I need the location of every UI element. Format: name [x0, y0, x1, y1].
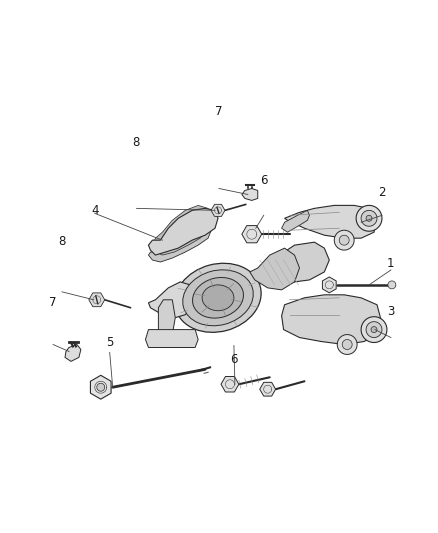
Ellipse shape	[183, 270, 253, 326]
Polygon shape	[388, 281, 396, 289]
Polygon shape	[242, 189, 258, 200]
Polygon shape	[334, 230, 354, 250]
Polygon shape	[282, 211, 309, 232]
Text: 1: 1	[387, 257, 395, 270]
Text: 6: 6	[230, 353, 238, 366]
Polygon shape	[65, 344, 81, 361]
Polygon shape	[90, 375, 111, 399]
Text: 2: 2	[378, 186, 386, 199]
Polygon shape	[339, 235, 349, 245]
Polygon shape	[159, 300, 175, 337]
Text: 8: 8	[133, 135, 140, 149]
Polygon shape	[361, 317, 387, 343]
Polygon shape	[145, 329, 198, 348]
Ellipse shape	[193, 278, 244, 318]
Text: 5: 5	[106, 336, 113, 349]
Text: 6: 6	[261, 174, 268, 187]
Polygon shape	[366, 321, 382, 337]
Polygon shape	[260, 382, 276, 396]
Polygon shape	[258, 242, 329, 282]
Polygon shape	[282, 295, 381, 344]
Ellipse shape	[202, 285, 234, 311]
Polygon shape	[371, 327, 377, 333]
Polygon shape	[221, 376, 239, 392]
Polygon shape	[322, 277, 336, 293]
Polygon shape	[152, 205, 212, 255]
Polygon shape	[337, 335, 357, 354]
Polygon shape	[366, 215, 372, 221]
Polygon shape	[89, 293, 105, 306]
Text: 8: 8	[59, 235, 66, 247]
Polygon shape	[361, 211, 377, 226]
Polygon shape	[148, 208, 218, 255]
Polygon shape	[250, 248, 300, 290]
Text: 3: 3	[387, 305, 395, 318]
Polygon shape	[97, 383, 105, 391]
Polygon shape	[148, 282, 195, 318]
Ellipse shape	[175, 263, 261, 333]
Polygon shape	[242, 225, 262, 243]
Text: 7: 7	[215, 105, 223, 118]
Polygon shape	[285, 205, 377, 238]
Polygon shape	[356, 205, 382, 231]
Polygon shape	[342, 340, 352, 350]
Text: 7: 7	[49, 296, 57, 309]
Polygon shape	[148, 215, 212, 262]
Polygon shape	[211, 204, 225, 216]
Text: 4: 4	[91, 204, 99, 217]
